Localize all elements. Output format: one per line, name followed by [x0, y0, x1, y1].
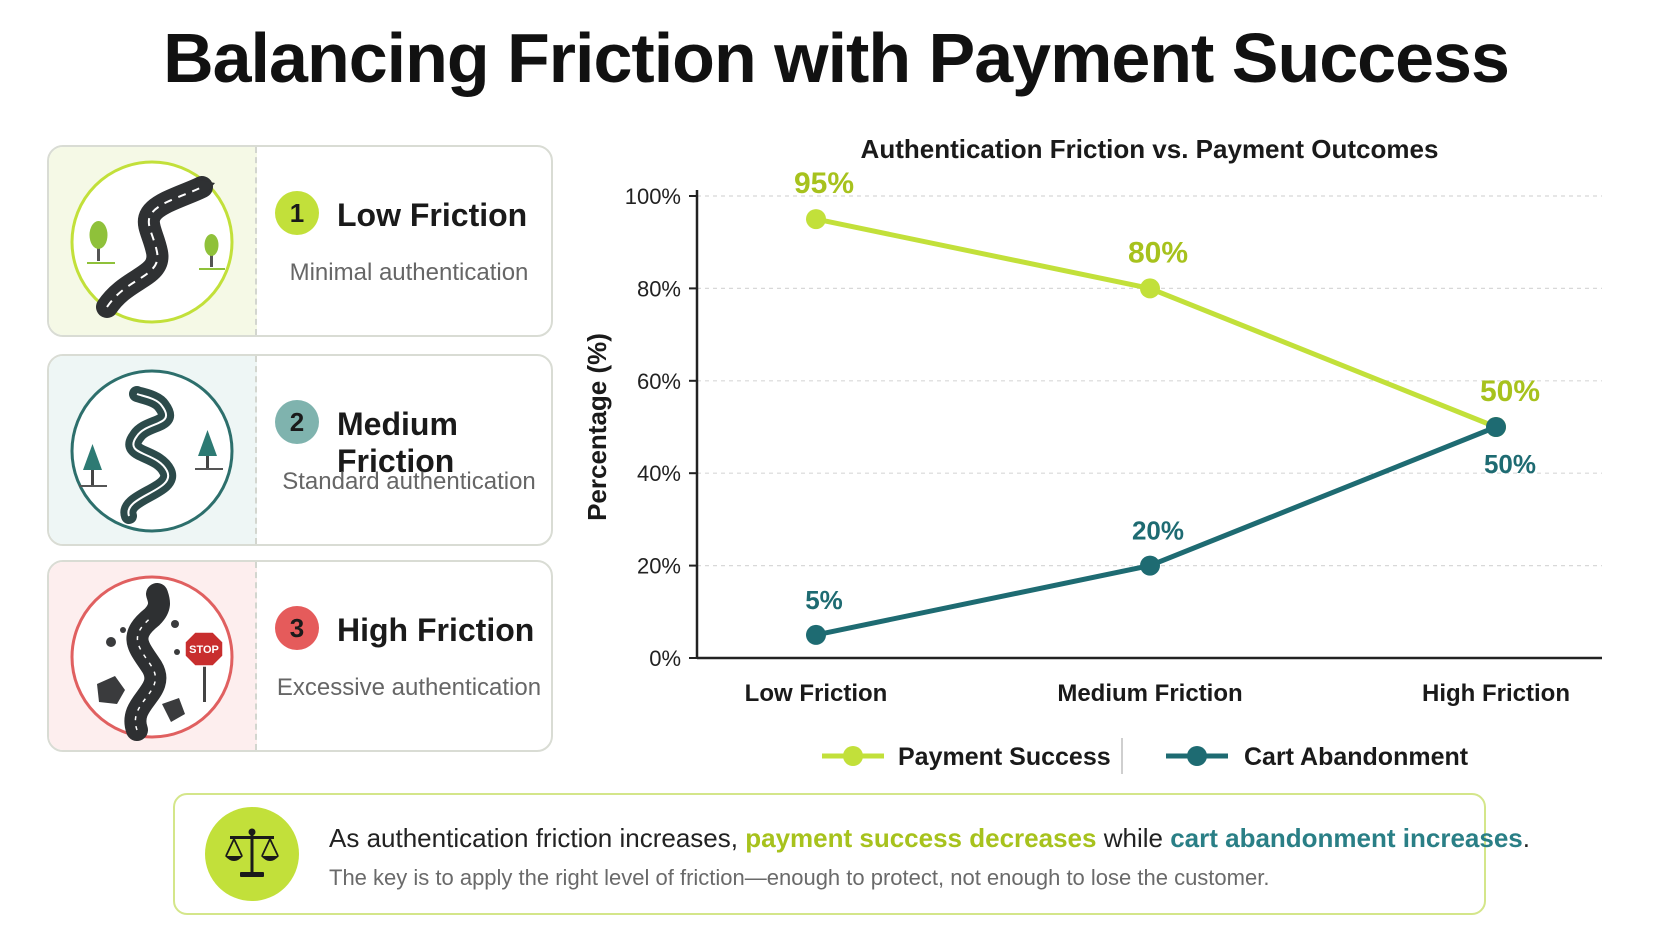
data-label: 50% — [1480, 375, 1540, 408]
legend-label: Cart Abandonment — [1244, 743, 1469, 771]
y-tick-label: 60% — [637, 369, 681, 394]
friction-card-low: 1 Low Friction Minimal authentication — [47, 145, 553, 337]
data-point — [1486, 417, 1506, 437]
icon-panel: STOP — [49, 562, 257, 750]
y-tick-label: 0% — [649, 646, 681, 671]
y-tick-label: 20% — [637, 554, 681, 579]
card-number-badge: 1 — [275, 191, 319, 235]
callout-suffix: . — [1522, 823, 1530, 853]
data-point — [1140, 555, 1160, 576]
data-label: 5% — [805, 585, 843, 615]
y-axis-label: Percentage (%) — [582, 333, 612, 521]
icon-panel — [49, 356, 257, 544]
card-number-badge: 3 — [275, 606, 319, 650]
insight-callout: As authentication friction increases, pa… — [173, 793, 1530, 915]
data-label: 80% — [1128, 236, 1188, 269]
legend-swatch-marker — [843, 746, 863, 766]
x-tick-label: High Friction — [1422, 680, 1570, 707]
callout-prefix: As authentication friction increases, — [329, 823, 738, 853]
winding-road-icon — [70, 160, 234, 324]
card-title: Medium Friction — [337, 406, 458, 479]
card-title: Low Friction — [337, 197, 528, 233]
friction-card-medium: 2 Medium Friction Standard authenticatio… — [47, 354, 553, 546]
card-description: Excessive authentication — [276, 674, 542, 701]
y-tick-label: 80% — [637, 276, 681, 301]
line-chart: Authentication Friction vs. Payment Outc… — [582, 134, 1602, 774]
scale-icon — [225, 828, 279, 877]
blocked-road-icon: STOP — [70, 575, 234, 741]
data-label: 50% — [1484, 449, 1536, 479]
stop-sign-label: STOP — [189, 644, 219, 656]
callout-highlight-abandonment: cart abandonment increases — [1170, 823, 1523, 853]
data-label: 20% — [1132, 516, 1184, 546]
chart-title: Authentication Friction vs. Payment Outc… — [861, 134, 1439, 164]
curvy-road-icon — [70, 369, 234, 533]
data-point — [806, 209, 826, 230]
x-tick-label: Medium Friction — [1057, 680, 1242, 707]
card-description: Standard authentication — [282, 468, 536, 495]
data-label: 95% — [794, 167, 854, 200]
data-point — [806, 624, 826, 645]
callout-highlight-payment: payment success decreases — [745, 823, 1097, 853]
y-tick-label: 40% — [637, 461, 681, 486]
icon-panel — [49, 147, 257, 335]
x-tick-label: Low Friction — [745, 680, 888, 707]
legend-swatch-marker — [1187, 746, 1207, 766]
page-title: Balancing Friction with Payment Success — [163, 19, 1510, 97]
callout-sub-text: The key is to apply the right level of f… — [329, 865, 1270, 890]
card-description: Minimal authentication — [289, 259, 529, 286]
y-tick-label: 100% — [625, 184, 681, 209]
friction-card-high: STOP 3 High Friction Excessive authentic… — [47, 560, 553, 752]
scale-icon-badge — [205, 807, 299, 901]
callout-main-text: As authentication friction increases, pa… — [329, 823, 1530, 854]
card-number-badge: 2 — [275, 400, 319, 444]
data-point — [1140, 278, 1160, 299]
card-title: High Friction — [337, 612, 535, 648]
legend-label: Payment Success — [898, 743, 1111, 771]
callout-middle: while — [1103, 823, 1163, 853]
